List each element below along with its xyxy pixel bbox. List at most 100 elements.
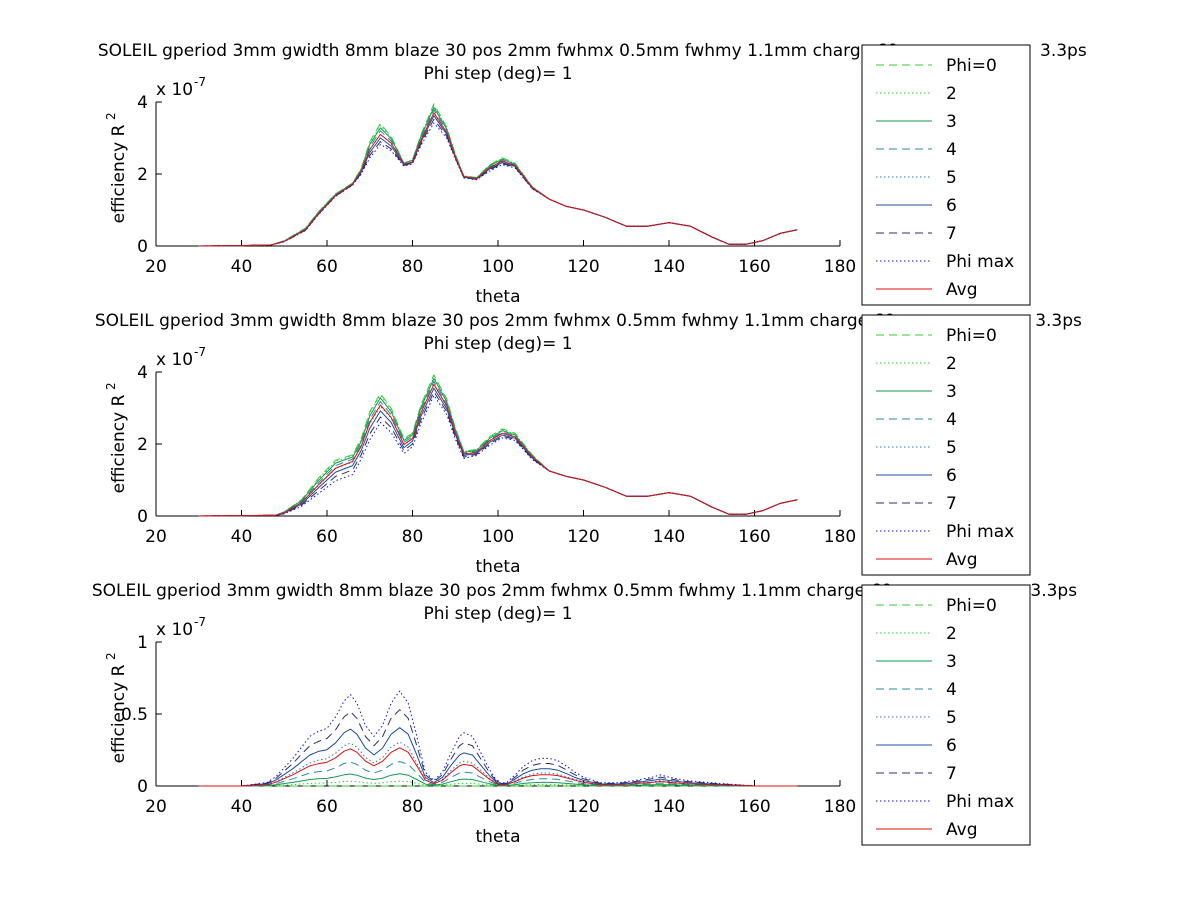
legend-label: Avg: [946, 280, 978, 300]
series-group: [198, 690, 798, 787]
y-axis-label-superscript: 2: [104, 652, 118, 660]
x-tick-label: 40: [231, 527, 253, 547]
x-tick-label: 40: [231, 797, 253, 817]
x-tick-label: 20: [145, 527, 167, 547]
chart-title-tail: 3.3ps: [1030, 581, 1077, 601]
x-tick-label: 120: [567, 797, 599, 817]
legend-label: Phi max: [946, 252, 1014, 272]
x-tick-label: 140: [653, 257, 685, 277]
x-tick-label: 100: [482, 797, 514, 817]
x-tick-label: 160: [738, 257, 770, 277]
y-exponent-power: -7: [194, 345, 206, 359]
legend-label: 2: [946, 84, 957, 104]
chart-title-tail: 3.3ps: [1035, 311, 1082, 331]
x-tick-label: 80: [402, 257, 424, 277]
x-tick-label: 40: [231, 257, 253, 277]
x-tick-label: 20: [145, 797, 167, 817]
chart-title-tail: 3.3ps: [1040, 41, 1087, 61]
series-line-avg: [198, 383, 798, 517]
y-axis-label-superscript: 2: [104, 112, 118, 120]
y-tick-label: 0: [137, 237, 148, 257]
legend-label: Phi max: [946, 792, 1014, 812]
y-axis-label-superscript: 2: [104, 382, 118, 390]
legend-label: 6: [946, 196, 957, 216]
legend-label: Phi=0: [946, 56, 997, 76]
legend: Phi=0 2 3 4 5 6 7 Phi max Avg: [861, 44, 1031, 306]
y-tick-label: 1: [137, 633, 148, 653]
y-tick-label: 2: [137, 435, 148, 455]
subplot-3: SOLEIL gperiod 3mm gwidth 8mm blaze 30 p…: [92, 581, 1077, 847]
legend-box: [861, 314, 1031, 576]
legend-label: 2: [946, 624, 957, 644]
series-group: [198, 103, 798, 247]
x-tick-label: 20: [145, 257, 167, 277]
series-group: [198, 374, 798, 517]
series-line-avg: [198, 112, 798, 247]
x-tick-label: 140: [653, 527, 685, 547]
series-line-4: [198, 761, 798, 787]
y-tick-label: 0: [137, 507, 148, 527]
legend-label: 4: [946, 410, 957, 430]
y-axis-label-group: efficiency R 2: [104, 382, 129, 493]
x-tick-label: 120: [567, 257, 599, 277]
y-axis-label: efficiency R: [109, 394, 129, 493]
y-axis-label-group: efficiency R 2: [104, 652, 129, 763]
legend-label: Avg: [946, 550, 978, 570]
legend-label: 7: [946, 224, 957, 244]
chart-title: SOLEIL gperiod 3mm gwidth 8mm blaze 30 p…: [98, 41, 898, 61]
y-axis-label-group: efficiency R 2: [104, 112, 129, 223]
x-tick-label: 180: [824, 257, 856, 277]
y-axis-label: efficiency R: [109, 124, 129, 223]
chart-title: SOLEIL gperiod 3mm gwidth 8mm blaze 30 p…: [95, 311, 895, 331]
y-exponent-power: -7: [194, 615, 206, 629]
legend-label: 3: [946, 652, 957, 672]
y-axis-label: efficiency R: [109, 664, 129, 763]
series-line-phi-max: [198, 690, 798, 787]
chart-subtitle: Phi step (deg)= 1: [423, 64, 572, 84]
y-tick-label: 0: [137, 777, 148, 797]
subplot-2: SOLEIL gperiod 3mm gwidth 8mm blaze 30 p…: [95, 311, 1082, 577]
legend-label: 6: [946, 736, 957, 756]
x-axis-label: theta: [476, 287, 521, 307]
legend-label: Avg: [946, 820, 978, 840]
legend: Phi=0 2 3 4 5 6 7 Phi max Avg: [861, 584, 1031, 846]
series-line-avg: [198, 747, 798, 787]
y-exponent-base: x 10: [156, 350, 193, 370]
legend-box: [861, 44, 1031, 306]
legend-box: [861, 584, 1031, 846]
y-exponent-base: x 10: [156, 620, 193, 640]
legend: Phi=0 2 3 4 5 6 7 Phi max Avg: [861, 314, 1031, 576]
series-line-7: [198, 709, 798, 787]
legend-label: Phi max: [946, 522, 1014, 542]
subplots: SOLEIL gperiod 3mm gwidth 8mm blaze 30 p…: [92, 41, 1087, 847]
chart-subtitle: Phi step (deg)= 1: [423, 604, 572, 624]
subplot-1: SOLEIL gperiod 3mm gwidth 8mm blaze 30 p…: [98, 41, 1087, 307]
chart-subtitle: Phi step (deg)= 1: [423, 334, 572, 354]
x-tick-label: 80: [402, 527, 424, 547]
series-line-3: [198, 773, 798, 787]
x-tick-label: 160: [738, 527, 770, 547]
x-tick-label: 100: [482, 257, 514, 277]
legend-label: 7: [946, 494, 957, 514]
legend-label: 5: [946, 438, 957, 458]
legend-label: 6: [946, 466, 957, 486]
series-line-7: [198, 118, 798, 247]
y-tick-label: 2: [137, 165, 148, 185]
y-tick-label: 4: [137, 363, 148, 383]
x-tick-label: 120: [567, 527, 599, 547]
x-tick-label: 160: [738, 797, 770, 817]
legend-label: 2: [946, 354, 957, 374]
legend-label: 7: [946, 764, 957, 784]
legend-label: 3: [946, 112, 957, 132]
x-tick-label: 80: [402, 797, 424, 817]
x-tick-label: 100: [482, 527, 514, 547]
x-tick-label: 180: [824, 797, 856, 817]
legend-label: 3: [946, 382, 957, 402]
x-tick-label: 60: [316, 257, 338, 277]
series-line-6: [198, 727, 798, 787]
x-tick-label: 180: [824, 527, 856, 547]
x-tick-label: 140: [653, 797, 685, 817]
x-axis-label: theta: [476, 557, 521, 577]
legend-label: 5: [946, 708, 957, 728]
